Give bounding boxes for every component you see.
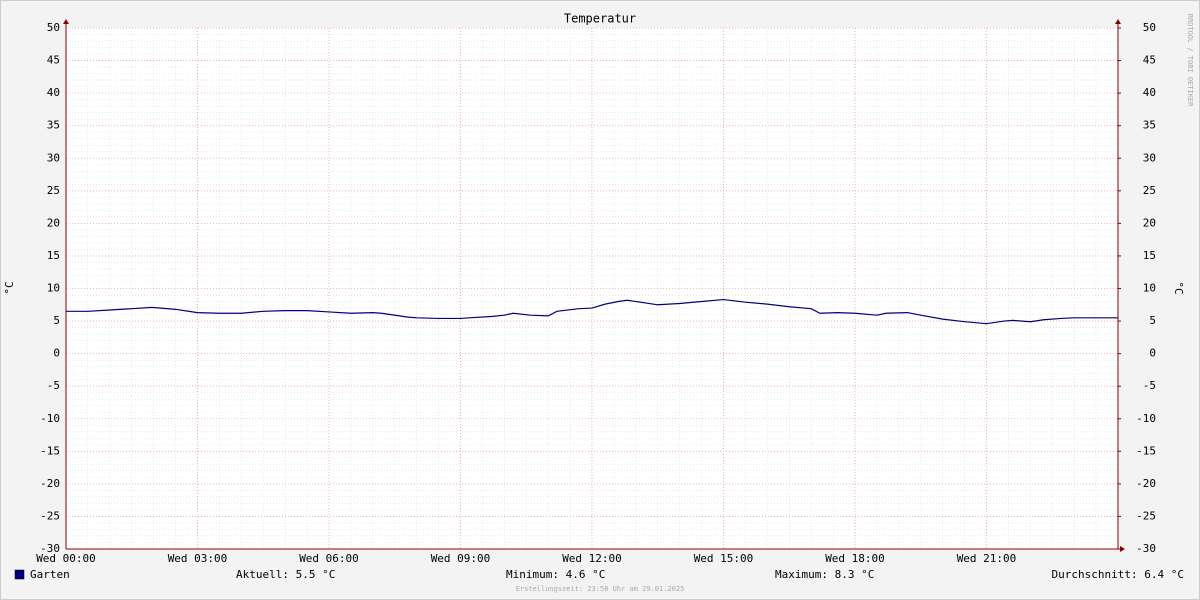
y-axis-label: °C [3,281,16,294]
x-tick-label: Wed 09:00 [431,552,491,565]
x-tick-label: Wed 03:00 [168,552,228,565]
y2-tick-label: 45 [1143,54,1156,67]
y2-tick-label: 35 [1143,119,1156,132]
x-tick-label: Wed 12:00 [562,552,622,565]
marks [66,298,1118,325]
y-tick-label: -20 [40,477,60,490]
x-tick-label: Wed 18:00 [825,552,885,565]
legend-swatch [14,569,25,580]
legend-stat: Aktuell: 5.5 °C [236,568,335,581]
y2-tick-label: 10 [1143,282,1156,295]
legend-label: Garten [30,568,70,581]
y2-tick-label: 30 [1143,151,1156,164]
y2-axis-label: °C [1172,281,1185,294]
y-tick-label: 35 [47,119,60,132]
y2-tick-label: 0 [1149,347,1156,360]
y2-tick-label: -30 [1136,542,1156,555]
y-tick-label: -30 [40,542,60,555]
y2-tick-label: 5 [1149,314,1156,327]
y-tick-label: -25 [40,509,60,522]
y-tick-label: 15 [47,249,60,262]
x-tick-label: Wed 21:00 [957,552,1017,565]
y-tick-label: 40 [47,86,60,99]
y2-tick-label: -5 [1143,379,1156,392]
data-line [66,298,1118,325]
y-tick-label: 20 [47,216,60,229]
watermark: RRDTOOL / TOBI OETIKER [1186,14,1194,108]
y-tick-label: 30 [47,151,60,164]
y-tick-label: 5 [53,314,60,327]
y2-tick-label: 25 [1143,184,1156,197]
y2-tick-label: 40 [1143,86,1156,99]
axis-arrow [1115,19,1121,24]
y2-tick-label: -10 [1136,412,1156,425]
y-tick-label: 45 [47,54,60,67]
y2-tick-label: -15 [1136,444,1156,457]
axis-arrow [1120,546,1125,552]
y-tick-label: -5 [47,379,60,392]
y-tick-label: -15 [40,444,60,457]
y2-tick-label: -25 [1136,509,1156,522]
x-tick-label: Wed 15:00 [694,552,754,565]
y-tick-label: 50 [47,21,60,34]
y2-tick-label: 50 [1143,21,1156,34]
x-tick-label: Wed 06:00 [299,552,359,565]
y2-tick-label: 15 [1143,249,1156,262]
y-tick-label: -10 [40,412,60,425]
legend-stat: Maximum: 8.3 °C [775,568,874,581]
y-tick-label: 10 [47,282,60,295]
y-tick-label: 25 [47,184,60,197]
y2-tick-label: -20 [1136,477,1156,490]
x-tick-label: Wed 00:00 [36,552,96,565]
footer: Erstellungszeit: 23:58 Uhr am 29.01.2025 [516,585,685,593]
y2-tick-label: 20 [1143,216,1156,229]
y-tick-label: 0 [53,347,60,360]
chart-title: Temperatur [564,12,636,26]
axis-arrow [63,19,69,24]
legend-stat: Minimum: 4.6 °C [506,568,605,581]
legend-stat: Durchschnitt: 6.4 °C [1052,568,1184,581]
